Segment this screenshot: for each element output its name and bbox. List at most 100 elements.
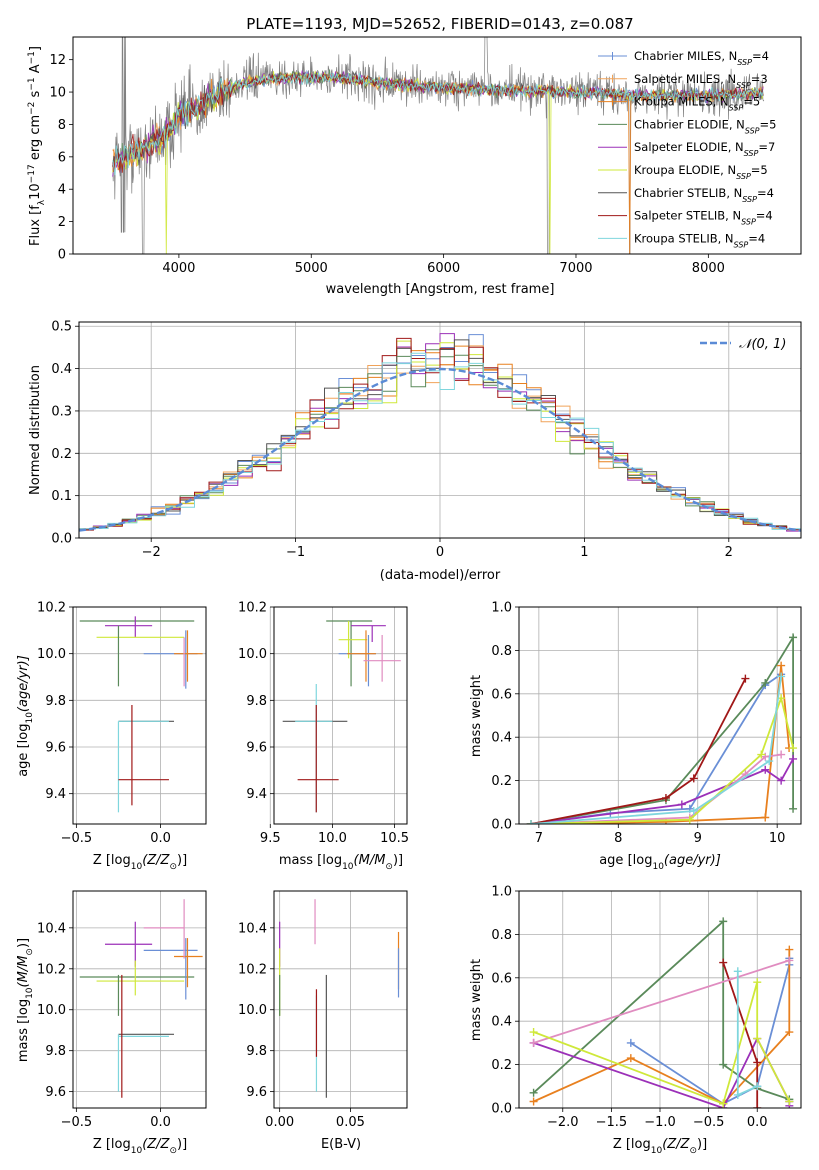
mw-vs-age-point-marker xyxy=(526,820,535,824)
mass-vs-z-xtick-label: 0.0 xyxy=(150,1115,171,1130)
mass-vs-ebv-frame xyxy=(273,890,408,1109)
residuals-ytick-label: 0.5 xyxy=(51,320,72,335)
mw-vs-age-point-marker xyxy=(685,815,694,824)
mw-vs-z-ytick-label: 0.2 xyxy=(491,1058,512,1073)
age-vs-mass-xlabel: mass [log10(M/M⊙)] xyxy=(279,853,403,872)
spectrum-ytick-label: 12 xyxy=(49,53,66,68)
mw-vs-age-point-marker xyxy=(777,750,786,759)
mw-vs-z-ytick-label: 0.4 xyxy=(491,1015,512,1030)
spectrum-xtick-label: 4000 xyxy=(162,261,195,276)
mw-vs-z-point-marker xyxy=(785,1028,794,1037)
mw-vs-age-point-marker xyxy=(661,793,670,802)
age-vs-z-ytick-label: 9.6 xyxy=(45,741,66,756)
mw-vs-age-ytick-label: 0.6 xyxy=(491,687,512,702)
mw-vs-age-ytick-label: 0.2 xyxy=(491,774,512,789)
residuals-xtick-label: 2 xyxy=(725,545,733,560)
spectrum-model-line xyxy=(112,71,764,176)
mw-vs-z-point-marker xyxy=(753,1058,762,1067)
spectrum-ytick-label: 8 xyxy=(58,118,66,133)
legend-entry: Chabrier STELIB, NSSP=4 xyxy=(634,186,774,204)
mw-vs-age-point-marker xyxy=(677,800,686,809)
mw-vs-z-point-marker xyxy=(753,1034,762,1043)
mw-vs-z-point-marker xyxy=(785,956,794,965)
mw-vs-age-point-marker xyxy=(765,757,774,766)
mw-vs-age-point-marker xyxy=(689,774,698,783)
age-vs-mass-axes xyxy=(269,606,407,828)
residuals-ytick-label: 0.2 xyxy=(51,447,72,462)
legend-entry: Salpeter ELODIE, NSSP=7 xyxy=(634,140,775,158)
mw-vs-age-xtick-label: 10 xyxy=(769,831,786,846)
spectrum-ytick-label: 2 xyxy=(58,215,66,230)
mw-vs-z-point-marker xyxy=(529,1028,538,1037)
spectrum-xtick-label: 5000 xyxy=(295,261,328,276)
spectrum-ytick-label: 6 xyxy=(58,150,66,165)
residuals-xlabel: (data-model)/error xyxy=(380,568,501,583)
mw-vs-age-point-marker xyxy=(741,674,750,683)
spectrum-xtick-label: 6000 xyxy=(427,261,460,276)
age-vs-z-ylabel: age [log10(age/yr)] xyxy=(16,655,35,777)
mass-vs-z-errorbars xyxy=(79,899,203,1098)
mw-vs-age-series-line xyxy=(530,694,794,824)
mw-vs-age-point-marker xyxy=(757,750,766,759)
figure-title: PLATE=1193, MJD=52652, FIBERID=0143, z=0… xyxy=(246,15,633,33)
mw-vs-age-point-marker xyxy=(789,744,798,753)
mw-vs-z-xtick-label: 0.0 xyxy=(747,1115,768,1130)
age-vs-mass-ytick-label: 10.2 xyxy=(238,601,267,616)
legend-entry: Kroupa STELIB, NSSP=4 xyxy=(634,231,765,249)
mw-vs-z-point-marker xyxy=(626,1038,635,1047)
residual-legend-label: 𝒩(0, 1) xyxy=(739,337,786,352)
mw-vs-z-lines xyxy=(529,917,794,1108)
legend-entry: Chabrier MILES, NSSP=4 xyxy=(634,49,769,67)
spectrum-model-line xyxy=(112,71,764,167)
mw-vs-age-ylabel: mass weight xyxy=(469,675,484,757)
residuals-ytick-label: 0.0 xyxy=(51,532,72,547)
spectrum-ytick-label: 0 xyxy=(58,248,66,263)
age-vs-mass-ytick-label: 9.4 xyxy=(246,787,267,802)
spectrum-axes xyxy=(69,59,709,258)
residuals-xtick-label: −1 xyxy=(286,545,305,560)
legend-entry: Kroupa MILES, NSSP=5 xyxy=(634,95,760,113)
mass-vs-z-ytick-label: 10.2 xyxy=(37,962,66,977)
mw-vs-z-series-line xyxy=(533,959,790,1044)
spectrum-ytick-label: 4 xyxy=(58,183,66,198)
gaussian-reference-line xyxy=(79,367,801,532)
mw-vs-age-point-marker xyxy=(789,804,798,813)
mw-vs-age-ytick-label: 0.8 xyxy=(491,644,512,659)
residuals-ytick-label: 0.4 xyxy=(51,362,72,377)
residuals-xtick-label: 0 xyxy=(436,545,444,560)
age-vs-mass-xtick-label: 9.5 xyxy=(260,831,281,846)
mw-vs-z-point-marker xyxy=(719,958,728,967)
mw-vs-z-point-marker xyxy=(719,1099,728,1108)
mw-vs-z-series-line xyxy=(630,958,791,1105)
mw-vs-age-series-line xyxy=(530,678,747,824)
mw-vs-z-xtick-label: −1.5 xyxy=(596,1115,628,1130)
spectrum-ylabel: Flux [fλ10−17 erg cm−2 s−1 A−1] xyxy=(27,46,47,246)
mw-vs-z-point-marker xyxy=(529,1038,538,1047)
mw-vs-age-xlabel: age [log10(age/yr)] xyxy=(599,853,721,872)
mw-vs-z-point-marker xyxy=(753,978,762,987)
mw-vs-z-point-marker xyxy=(733,1090,742,1099)
age-vs-mass-frame xyxy=(273,606,408,825)
age-vs-z-frame xyxy=(72,606,207,825)
mass-vs-ebv-ytick-label: 10.2 xyxy=(238,962,267,977)
mw-vs-z-point-marker xyxy=(785,1097,794,1106)
spectrum-xlabel: wavelength [Angstrom, rest frame] xyxy=(326,282,555,297)
mw-vs-age-series-line xyxy=(530,634,794,824)
age-vs-mass-ytick-label: 10.0 xyxy=(238,647,267,662)
mw-vs-age-point-marker xyxy=(789,754,798,763)
mw-vs-age-xtick-label: 9 xyxy=(694,831,702,846)
mw-vs-z-point-marker xyxy=(753,1082,762,1091)
mw-vs-age-ytick-label: 1.0 xyxy=(491,601,512,616)
mw-vs-z-point-marker xyxy=(626,1054,635,1063)
age-vs-mass-ytick-label: 9.8 xyxy=(246,694,267,709)
mass-vs-z-axes xyxy=(69,891,206,1112)
spectrum-xtick-label: 8000 xyxy=(692,261,725,276)
mass-vs-ebv-ytick-label: 10.4 xyxy=(238,921,267,936)
mw-vs-z-ytick-label: 1.0 xyxy=(491,885,512,900)
mass-vs-ebv-ytick-label: 10.0 xyxy=(238,1003,267,1018)
mass-vs-ebv-xtick-label: 0.05 xyxy=(336,1115,365,1130)
mw-vs-z-xtick-label: −2.0 xyxy=(547,1115,579,1130)
mass-vs-z-xtick-label: −0.5 xyxy=(61,1115,93,1130)
spectrum-legend: Chabrier MILES, NSSP=4 Salpeter MILES, NS… xyxy=(598,49,776,249)
spectrum-ytick-label: 10 xyxy=(49,86,66,101)
